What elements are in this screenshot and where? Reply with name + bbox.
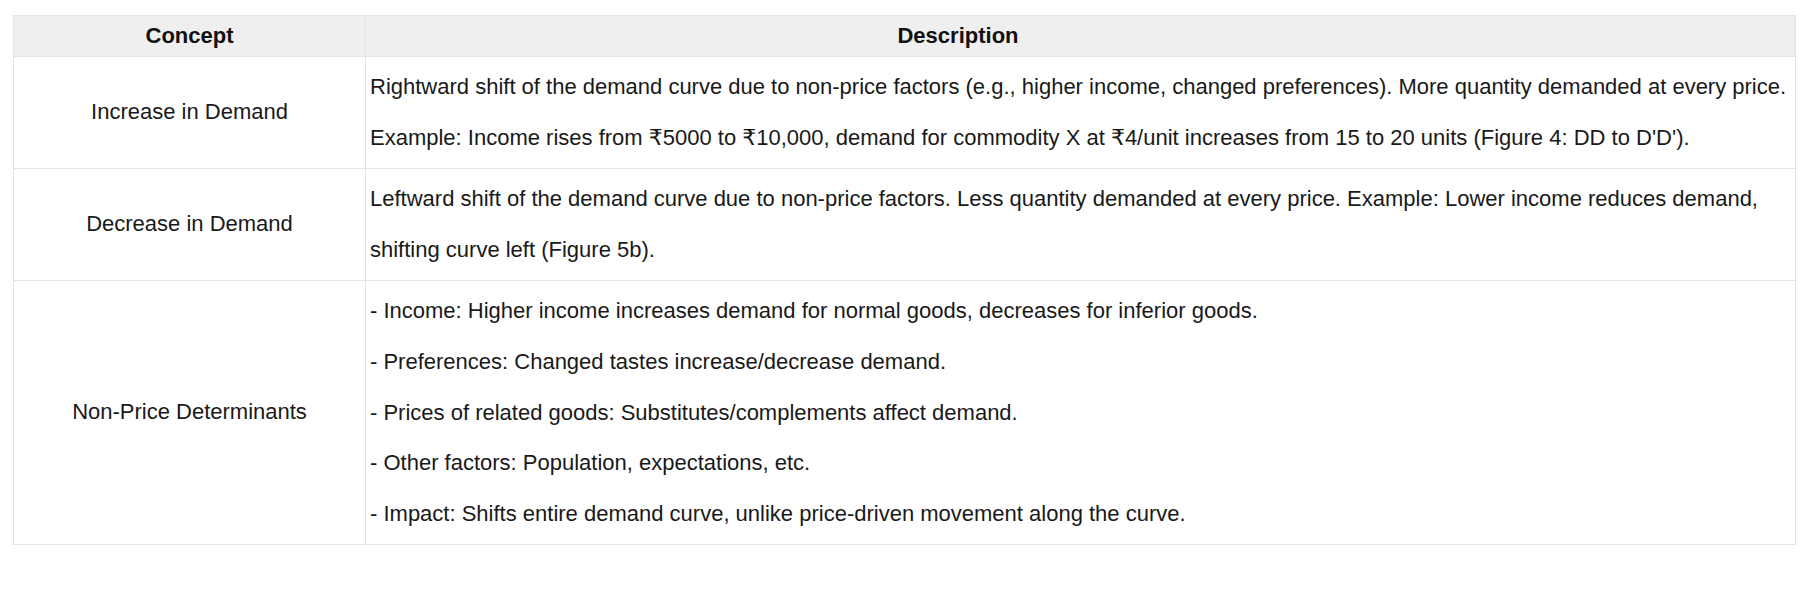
description-cell-increase-in-demand: Rightward shift of the demand curve due … — [366, 57, 1796, 169]
description-bullet-impact: - Impact: Shifts entire demand curve, un… — [370, 489, 1791, 540]
table-row: Decrease in Demand Leftward shift of the… — [14, 169, 1796, 281]
concept-cell-non-price-determinants: Non-Price Determinants — [14, 281, 366, 545]
description-cell-non-price-determinants: - Income: Higher income increases demand… — [366, 281, 1796, 545]
description-bullet-related-goods: - Prices of related goods: Substitutes/c… — [370, 388, 1791, 439]
description-bullet-income: - Income: Higher income increases demand… — [370, 286, 1791, 337]
description-cell-decrease-in-demand: Leftward shift of the demand curve due t… — [366, 169, 1796, 281]
table-row: Increase in Demand Rightward shift of th… — [14, 57, 1796, 169]
concept-cell-decrease-in-demand: Decrease in Demand — [14, 169, 366, 281]
table-header-row: Concept Description — [14, 16, 1796, 57]
description-bullet-other-factors: - Other factors: Population, expectation… — [370, 438, 1791, 489]
concept-description-table: Concept Description Increase in Demand R… — [13, 15, 1796, 545]
description-paragraph: Rightward shift of the demand curve due … — [370, 62, 1791, 163]
column-header-description: Description — [366, 16, 1796, 57]
page: Concept Description Increase in Demand R… — [0, 0, 1809, 607]
description-paragraph: Leftward shift of the demand curve due t… — [370, 174, 1791, 275]
concept-cell-increase-in-demand: Increase in Demand — [14, 57, 366, 169]
table-row: Non-Price Determinants - Income: Higher … — [14, 281, 1796, 545]
description-bullet-preferences: - Preferences: Changed tastes increase/d… — [370, 337, 1791, 388]
column-header-concept: Concept — [14, 16, 366, 57]
